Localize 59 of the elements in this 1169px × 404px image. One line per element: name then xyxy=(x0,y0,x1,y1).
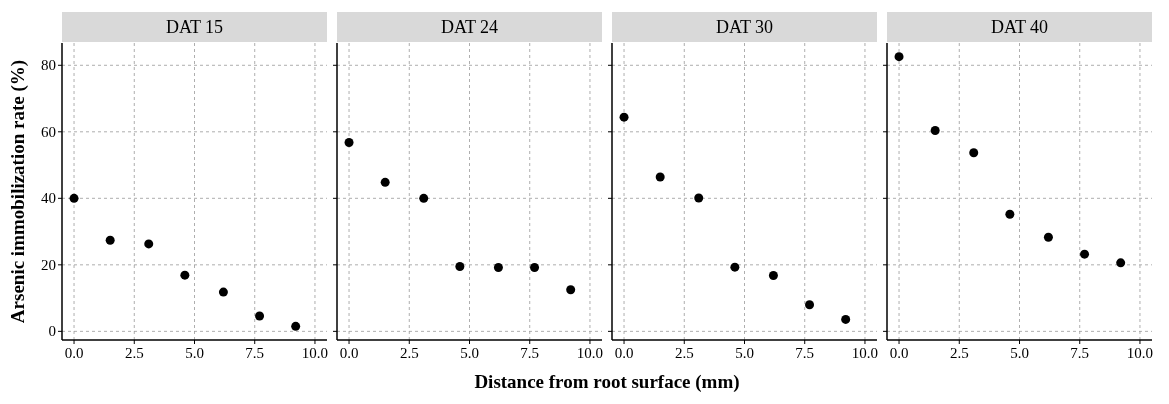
point xyxy=(969,148,979,158)
point xyxy=(144,239,154,249)
point xyxy=(768,270,778,280)
x-tick-label: 5.0 xyxy=(460,345,479,361)
point xyxy=(105,235,115,245)
x-tick-label: 0.0 xyxy=(889,345,909,361)
y-tick-label: 80 xyxy=(41,57,56,74)
x-tick-label: 5.0 xyxy=(185,345,204,361)
point xyxy=(694,193,704,203)
point xyxy=(255,311,265,321)
x-tick-label: 7.5 xyxy=(795,345,815,361)
chart-title: DAT 30 xyxy=(715,17,774,37)
y-tick-label: 0 xyxy=(48,323,56,340)
chart-title: DAT 40 xyxy=(990,17,1049,37)
point xyxy=(1080,249,1090,259)
y-tick-label: 40 xyxy=(41,190,56,207)
chart-title: DAT 24 xyxy=(440,17,499,37)
point xyxy=(805,300,815,310)
x-tick-label: 2.5 xyxy=(124,345,144,361)
chart-title: DAT 15 xyxy=(165,17,224,37)
x-tick-label: 10.0 xyxy=(1126,345,1154,361)
point xyxy=(291,321,301,331)
point xyxy=(344,137,354,147)
x-tick-label: 0.0 xyxy=(339,345,359,361)
x-tick-label: 2.5 xyxy=(399,345,419,361)
point xyxy=(455,262,465,271)
x-tick-label: 2.5 xyxy=(674,345,694,361)
x-tick-label: 5.0 xyxy=(1010,345,1029,361)
point xyxy=(566,285,576,295)
y-axis-title: Arsenic immobilization rate (%) xyxy=(7,59,29,324)
y-tick-label: 60 xyxy=(41,123,56,140)
point xyxy=(930,125,940,135)
x-tick-label: 10.0 xyxy=(576,345,604,361)
point xyxy=(69,193,79,203)
point xyxy=(180,270,190,280)
point xyxy=(894,52,904,62)
x-tick-label: 10.0 xyxy=(851,345,879,361)
x-tick-label: 7.5 xyxy=(245,345,265,361)
x-tick-label: 7.5 xyxy=(1070,345,1090,361)
point xyxy=(493,263,503,272)
point xyxy=(380,177,390,187)
point xyxy=(655,172,665,182)
point xyxy=(619,112,629,122)
x-tick-label: 10.0 xyxy=(301,345,329,361)
point xyxy=(841,314,851,324)
point xyxy=(730,262,740,272)
x-tick-label: 2.5 xyxy=(949,345,969,361)
x-axis-title: Distance from root surface (mm) xyxy=(474,371,740,393)
x-tick-label: 0.0 xyxy=(64,345,84,361)
y-tick-label: 20 xyxy=(41,256,56,273)
x-tick-label: 0.0 xyxy=(614,345,634,361)
x-tick-label: 5.0 xyxy=(735,345,754,361)
point xyxy=(1043,232,1053,242)
point xyxy=(1116,258,1126,268)
point xyxy=(530,263,540,272)
point xyxy=(1005,209,1015,219)
point xyxy=(419,193,429,203)
point xyxy=(218,287,228,297)
x-tick-label: 7.5 xyxy=(520,345,540,361)
